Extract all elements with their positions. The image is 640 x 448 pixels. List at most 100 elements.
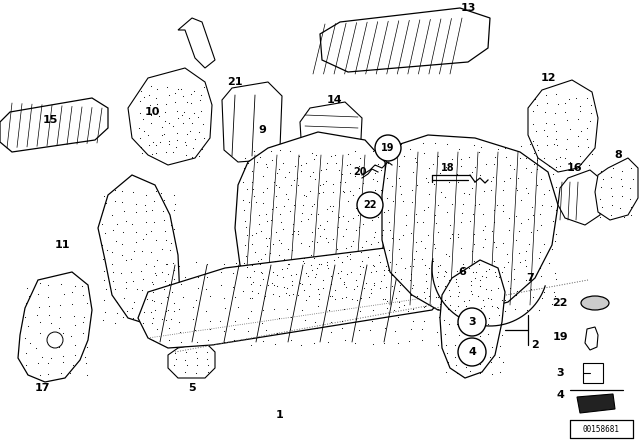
Point xyxy=(408,306,418,313)
Polygon shape xyxy=(178,18,215,68)
Point xyxy=(511,291,522,298)
Point xyxy=(262,185,273,192)
Point xyxy=(401,211,411,219)
Point xyxy=(541,120,551,127)
Point xyxy=(400,265,410,272)
Point xyxy=(230,294,240,301)
Point xyxy=(365,203,376,210)
Point xyxy=(315,221,325,228)
Point xyxy=(540,289,550,296)
Point xyxy=(376,201,386,208)
Point xyxy=(170,201,180,208)
Point xyxy=(468,268,478,276)
Point xyxy=(469,202,479,209)
Point xyxy=(330,296,340,303)
Point xyxy=(256,227,266,234)
Point xyxy=(146,227,156,234)
Point xyxy=(358,264,369,271)
Point xyxy=(321,235,332,242)
Point xyxy=(289,176,299,183)
Point xyxy=(384,246,394,253)
Point xyxy=(419,206,429,213)
Text: 18: 18 xyxy=(441,163,455,173)
Point xyxy=(136,267,146,275)
Point xyxy=(354,163,364,170)
Point xyxy=(246,307,256,314)
Point xyxy=(218,295,228,302)
Point xyxy=(136,286,147,293)
Point xyxy=(107,260,117,267)
Point xyxy=(330,159,340,167)
Point xyxy=(379,271,389,279)
Point xyxy=(406,270,417,277)
Point xyxy=(274,237,284,244)
Point xyxy=(453,282,463,289)
Point xyxy=(435,261,445,268)
Point xyxy=(22,284,32,291)
Point xyxy=(293,230,303,237)
Point xyxy=(229,337,239,344)
Point xyxy=(571,95,581,102)
Circle shape xyxy=(458,308,486,336)
Point xyxy=(350,172,360,179)
Point xyxy=(586,109,596,116)
Point xyxy=(168,148,178,155)
Point xyxy=(248,185,259,192)
Point xyxy=(535,248,545,255)
Point xyxy=(323,265,333,272)
Point xyxy=(481,286,492,293)
Point xyxy=(352,297,362,304)
Point xyxy=(185,128,195,135)
Point xyxy=(584,117,595,125)
Point xyxy=(433,262,444,269)
Text: 16: 16 xyxy=(567,163,583,173)
Point xyxy=(292,228,303,235)
Point xyxy=(608,165,618,172)
Point xyxy=(406,230,416,237)
Point xyxy=(172,108,182,115)
Point xyxy=(253,258,263,265)
Point xyxy=(486,295,496,302)
Point xyxy=(233,304,243,311)
Point xyxy=(298,209,308,216)
Point xyxy=(196,91,206,99)
Text: 11: 11 xyxy=(54,240,70,250)
Point xyxy=(419,304,429,311)
Point xyxy=(355,263,365,270)
Point xyxy=(215,318,225,325)
Point xyxy=(551,231,561,238)
Point xyxy=(152,85,162,92)
Polygon shape xyxy=(595,158,638,220)
Point xyxy=(394,287,404,294)
Point xyxy=(397,197,408,204)
Point xyxy=(172,136,182,143)
Point xyxy=(444,276,454,283)
Point xyxy=(433,328,443,336)
Point xyxy=(161,84,172,91)
Point xyxy=(246,179,257,186)
Point xyxy=(170,349,180,357)
Point xyxy=(529,95,540,103)
Point xyxy=(156,299,166,306)
Point xyxy=(141,191,152,198)
Point xyxy=(389,306,399,313)
Point xyxy=(595,214,605,221)
Point xyxy=(108,268,118,276)
Point xyxy=(237,196,248,203)
Point xyxy=(172,129,182,136)
Point xyxy=(357,210,367,217)
Point xyxy=(20,299,31,306)
Point xyxy=(376,166,387,173)
Point xyxy=(164,141,174,148)
Point xyxy=(305,211,316,218)
Point xyxy=(97,221,108,228)
Point xyxy=(475,277,485,284)
Point xyxy=(272,258,282,265)
Point xyxy=(433,293,444,301)
Point xyxy=(251,198,261,205)
Point xyxy=(550,155,561,162)
Point xyxy=(451,361,461,368)
Point xyxy=(525,168,536,175)
Point xyxy=(493,145,503,152)
Point xyxy=(261,161,271,168)
